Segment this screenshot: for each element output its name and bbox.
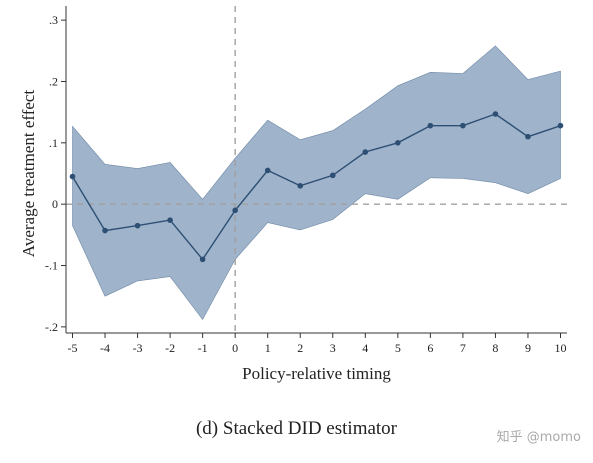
estimate-point	[102, 227, 108, 234]
treatment-effect-chart: .3 .2 .1 0 -.1 -.2 -5 -4 -3 -2 -1 0 1 2 3 4 5 6 7 8 9 10 Aver…	[19, 6, 567, 383]
x-tick-label: 4	[362, 341, 368, 355]
estimate-point	[329, 172, 336, 179]
estimate-line	[71, 113, 561, 261]
x-tick-label: 6	[427, 341, 433, 355]
confidence-band-layer	[72, 45, 561, 321]
y-tick-label: .1	[49, 136, 58, 150]
x-tick-label: 3	[330, 341, 336, 355]
estimate-point	[492, 111, 499, 117]
estimate-point	[297, 182, 304, 189]
x-axis-title: Policy-relative timing	[242, 364, 391, 383]
y-tick-label: 0	[52, 197, 58, 211]
estimate-line-layer	[69, 111, 564, 263]
estimate-point	[557, 122, 564, 129]
x-tick-label: -1	[198, 341, 208, 355]
x-tick-label: -2	[165, 341, 175, 355]
x-tick-label: 10	[554, 341, 566, 355]
y-tick-label: -.2	[45, 320, 58, 334]
axes-layer: .3 .2 .1 0 -.1 -.2 -5 -4 -3 -2 -1 0 1 2 3 4 5 6 7 8 9 10	[45, 6, 567, 355]
estimate-point	[199, 256, 206, 263]
y-tick-label: -.1	[45, 259, 58, 273]
x-tick-label: 7	[460, 341, 466, 355]
x-tick-label: -3	[133, 341, 143, 355]
figure-caption: (d) Stacked DID estimator	[195, 418, 398, 439]
confidence-band	[72, 45, 561, 321]
estimate-point	[460, 122, 466, 129]
estimate-point	[134, 222, 141, 229]
estimate-point	[264, 167, 271, 174]
estimate-point	[167, 217, 173, 223]
x-tick-label: -4	[100, 341, 110, 355]
x-tick-label: 1	[265, 341, 271, 355]
x-tick-label: 8	[492, 341, 498, 355]
y-axis-title: Average treatment effect	[19, 90, 38, 258]
x-tick-label: 9	[525, 341, 531, 355]
x-tick-label: 2	[297, 341, 303, 355]
x-tick-label: 0	[232, 341, 238, 355]
estimate-point	[395, 140, 401, 146]
y-tick-label: .2	[49, 74, 58, 88]
y-tick-label: .3	[49, 13, 58, 27]
watermark: 知乎 @momo	[496, 430, 581, 445]
estimate-point	[232, 207, 238, 214]
estimate-point	[427, 122, 434, 129]
estimate-point	[525, 133, 531, 140]
x-tick-label: -5	[68, 341, 78, 355]
x-tick-label: 5	[395, 341, 401, 355]
estimate-point	[362, 149, 369, 155]
estimate-point	[69, 173, 76, 180]
